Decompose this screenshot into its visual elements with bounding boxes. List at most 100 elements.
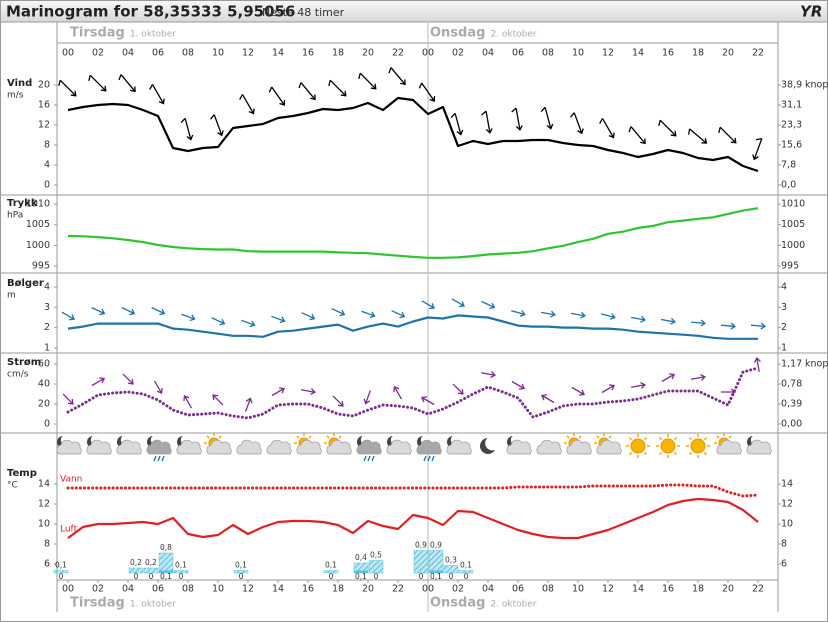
cloud [116, 439, 142, 455]
arrow-shape [271, 387, 286, 397]
arrow-shape [62, 393, 74, 405]
direction-arrow [418, 82, 436, 102]
precip-min-label: 0 [449, 572, 454, 581]
arrow-shape [630, 315, 646, 323]
direction-arrow [88, 74, 107, 92]
arrow-shape [210, 114, 224, 137]
arrow-shape [540, 394, 555, 404]
y-tick-label: 0 [44, 419, 50, 430]
panel-title: Bølger [7, 278, 44, 289]
cloud [86, 439, 112, 455]
x-tick-label: 22 [752, 584, 764, 595]
direction-arrow [511, 380, 526, 390]
x-tick-label: 12 [602, 584, 614, 595]
direction-arrow [452, 383, 464, 395]
precip-max-label: 0,9 [430, 541, 442, 550]
day-name: Tirsdag [70, 26, 125, 41]
x-tick-label: 12 [602, 48, 614, 59]
y-tick-label: 1000 [26, 240, 50, 251]
sun-ray [296, 435, 300, 439]
direction-arrow [480, 371, 496, 379]
y-tick-label: 1005 [26, 219, 50, 230]
rain [363, 455, 367, 462]
direction-arrow [149, 84, 165, 105]
arrow-shape [688, 128, 708, 144]
cloud [146, 439, 172, 455]
precip-min-bar [429, 570, 443, 573]
direction-arrow [210, 114, 224, 137]
precip-max-bar [128, 567, 144, 574]
arrow-shape [212, 394, 224, 406]
x-tick-label: 20 [722, 584, 734, 595]
y2-tick-label: 8 [781, 539, 787, 550]
cloud [566, 439, 592, 455]
x-tick-label: 10 [572, 584, 584, 595]
x-tick-label: 16 [302, 48, 314, 59]
x-tick-label: 00 [62, 584, 74, 595]
series-line [67, 96, 759, 173]
y2-unit: knop [805, 79, 828, 90]
precip-min-label: 0 [464, 572, 469, 581]
y-tick-label: 0 [44, 180, 50, 191]
sun-ray [566, 435, 570, 439]
series-line [67, 207, 759, 259]
direction-arrow [271, 315, 286, 324]
rain [371, 455, 375, 462]
arrow-shape [363, 390, 372, 405]
cloud [356, 439, 382, 455]
sun-ray [673, 451, 678, 456]
arrow-shape [241, 319, 256, 328]
y2-tick-label: 7,8 [781, 159, 796, 170]
y2-unit: knop [805, 359, 828, 370]
series-line [67, 314, 758, 340]
header-bar [1, 1, 827, 22]
direction-arrow [658, 119, 677, 137]
precip-max-bar [368, 560, 384, 574]
cloud [236, 439, 262, 455]
x-tick-label: 04 [482, 584, 494, 595]
y2-tick-label: 1,17 [781, 359, 802, 370]
day-date: 2. oktober [490, 600, 536, 610]
direction-arrow [750, 322, 767, 330]
x-tick-label: 20 [362, 48, 374, 59]
arrow-shape [451, 298, 466, 308]
precip-max-label: 0,1 [175, 561, 187, 570]
rain [367, 455, 371, 462]
arrow-shape [421, 300, 436, 310]
arrow-shape [571, 386, 586, 396]
day-date: 1. oktober [130, 600, 176, 610]
x-tick-label: 16 [662, 48, 674, 59]
direction-arrow [690, 319, 707, 327]
x-tick-label: 20 [722, 48, 734, 59]
weather-icon [656, 434, 680, 458]
arrow-shape [601, 313, 616, 320]
weather-icon [564, 433, 592, 455]
day-date: 1. oktober [130, 30, 176, 40]
y2-tick-label: 0,78 [781, 379, 802, 390]
weather-icon [204, 433, 232, 455]
x-tick-label: 22 [392, 48, 404, 59]
x-tick-label: 06 [152, 584, 164, 595]
precip-min-label: 0 [329, 572, 334, 581]
sun-ray [628, 451, 633, 456]
direction-arrow [660, 317, 676, 325]
x-tick-label: 18 [332, 584, 344, 595]
title: Marinogram for 58,35333 5,95056 [6, 3, 295, 21]
weather-icon [86, 434, 112, 455]
sun-ray [658, 451, 663, 456]
precip-max-label: 0,1 [235, 561, 247, 570]
precip-max-label: 0,8 [160, 543, 172, 552]
x-tick-label: 16 [302, 584, 314, 595]
precip-max-label: 0,9 [415, 541, 427, 550]
weather-icon [236, 439, 262, 455]
y2-tick-label: 995 [781, 261, 799, 272]
arrow-shape [452, 383, 464, 395]
arrow-shape [358, 72, 377, 90]
sun-ray [688, 451, 693, 456]
cloud [746, 439, 772, 455]
precip-max-label: 0,2 [145, 558, 157, 567]
x-tick-label: 14 [632, 48, 644, 59]
arrow-shape [599, 118, 615, 139]
direction-arrow [511, 107, 523, 131]
logo: YR [800, 3, 822, 21]
